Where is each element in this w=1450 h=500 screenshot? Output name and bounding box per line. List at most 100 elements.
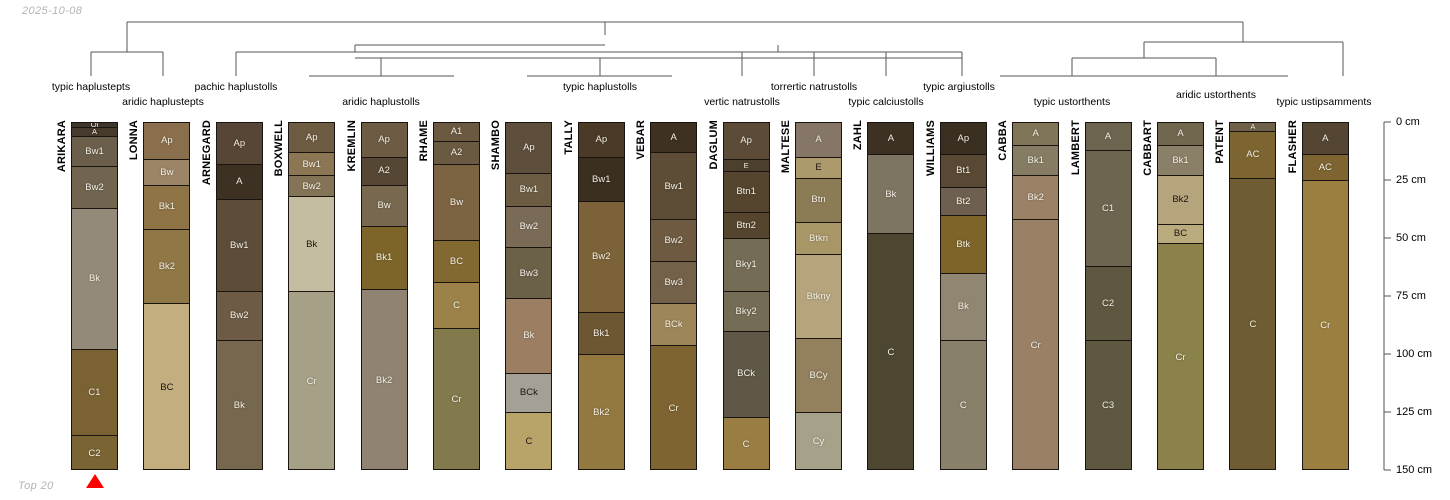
profile-column[interactable]: A Bw1 Bw2 Bw3 BCk Cr	[650, 122, 698, 470]
soil-horizon[interactable]: BCk	[723, 331, 769, 418]
profile-column[interactable]: Ap Bt1 Bt2 Btk Bk C	[939, 122, 987, 470]
soil-horizon[interactable]: Bw2	[72, 167, 117, 209]
soil-horizon[interactable]: Bw	[361, 185, 407, 228]
profile-column[interactable]: Oi A Bw1 Bw2 Bk C1 C2	[71, 122, 118, 470]
soil-horizon[interactable]: Ap	[144, 123, 190, 161]
soil-horizon[interactable]: Bt2	[940, 187, 986, 216]
soil-horizon[interactable]: Cr	[1302, 181, 1348, 469]
soil-horizon[interactable]: Cr	[1013, 220, 1059, 469]
soil-horizon[interactable]: AC	[1230, 132, 1276, 179]
soil-horizon[interactable]: Bw1	[216, 199, 262, 293]
soil-horizon[interactable]: Bk	[72, 208, 117, 351]
soil-horizon[interactable]: Bk2	[144, 229, 190, 304]
soil-horizon[interactable]: BC	[1158, 225, 1203, 244]
soil-horizon[interactable]: C	[868, 234, 914, 469]
soil-horizon[interactable]: BC	[434, 241, 479, 284]
soil-horizon[interactable]: Bk1	[578, 313, 624, 355]
soil-horizon[interactable]: Cr	[289, 292, 335, 469]
soil-horizon[interactable]: BCk	[506, 373, 552, 413]
soil-horizon[interactable]: BCk	[651, 303, 697, 346]
profile-column[interactable]: A E Btn Btkn Btkny BCy Cy	[795, 122, 842, 470]
soil-horizon[interactable]: C3	[1085, 341, 1131, 469]
soil-horizon[interactable]: C1	[72, 350, 117, 437]
profile-column[interactable]: Ap Bw Bk1 Bk2 BC	[143, 122, 191, 470]
soil-horizon[interactable]: BC	[144, 303, 190, 469]
soil-horizon[interactable]: Ap	[289, 123, 335, 154]
soil-horizon[interactable]: Bky2	[723, 292, 769, 332]
profile-column[interactable]: A Bk C	[867, 122, 915, 470]
soil-horizon[interactable]: Bk2	[361, 290, 407, 469]
soil-horizon[interactable]: Bw2	[289, 176, 335, 198]
soil-horizon[interactable]: A	[1302, 123, 1348, 156]
profile-column[interactable]: A Bk1 Bk2 BC Cr	[1157, 122, 1204, 470]
soil-horizon[interactable]: C	[506, 413, 552, 469]
soil-horizon[interactable]: Bk	[506, 299, 552, 374]
soil-horizon[interactable]: Bw2	[506, 206, 552, 249]
soil-horizon[interactable]: Bw	[434, 164, 479, 242]
soil-horizon[interactable]: Bk1	[1013, 146, 1059, 177]
profile-column[interactable]: A AC Cr	[1301, 122, 1349, 470]
soil-horizon[interactable]: Btn	[796, 178, 841, 223]
soil-horizon[interactable]: A	[868, 123, 914, 156]
profile-column[interactable]: A Bk1 Bk2 Cr	[1012, 122, 1060, 470]
soil-horizon[interactable]: Oi	[72, 123, 117, 128]
soil-horizon[interactable]: Bw1	[72, 136, 117, 168]
soil-horizon[interactable]: Bw2	[216, 292, 262, 342]
soil-horizon[interactable]: Btk	[940, 215, 986, 274]
soil-horizon[interactable]: Bw1	[289, 153, 335, 177]
soil-horizon[interactable]: Bw2	[578, 201, 624, 314]
soil-horizon[interactable]: A	[72, 127, 117, 137]
soil-horizon[interactable]: A	[796, 123, 841, 158]
soil-horizon[interactable]: Cy	[796, 413, 841, 469]
soil-horizon[interactable]: Bk	[940, 273, 986, 342]
soil-horizon[interactable]: A	[651, 123, 697, 154]
soil-horizon[interactable]: A	[1085, 123, 1131, 151]
soil-horizon[interactable]: Bw3	[651, 262, 697, 304]
soil-horizon[interactable]: A2	[361, 157, 407, 186]
soil-horizon[interactable]: Ap	[361, 123, 407, 158]
soil-horizon[interactable]: Bw	[144, 160, 190, 186]
soil-horizon[interactable]: C	[1230, 178, 1276, 469]
soil-horizon[interactable]: Cr	[651, 345, 697, 469]
soil-horizon[interactable]: Bw3	[506, 248, 552, 300]
soil-horizon[interactable]: E	[723, 160, 769, 172]
soil-horizon[interactable]: A	[1230, 123, 1276, 133]
soil-horizon[interactable]: BCy	[796, 338, 841, 413]
profile-column[interactable]: Ap A Bw1 Bw2 Bk	[215, 122, 263, 470]
soil-horizon[interactable]: Bw1	[506, 174, 552, 207]
profile-column[interactable]: A AC C	[1229, 122, 1277, 470]
profile-column[interactable]: Ap Bw1 Bw2 Bk Cr	[288, 122, 336, 470]
soil-horizon[interactable]: Bk	[868, 155, 914, 235]
soil-horizon[interactable]: A2	[434, 141, 479, 165]
soil-horizon[interactable]: Bw1	[578, 157, 624, 202]
soil-horizon[interactable]: Btn2	[723, 213, 769, 239]
soil-horizon[interactable]: Btkny	[796, 255, 841, 339]
soil-horizon[interactable]: Ap	[578, 123, 624, 158]
soil-horizon[interactable]: Bk1	[361, 227, 407, 291]
soil-horizon[interactable]: A	[216, 164, 262, 200]
soil-horizon[interactable]: Cr	[1158, 243, 1203, 469]
soil-horizon[interactable]: Cr	[434, 329, 479, 469]
profile-column[interactable]: Ap Bw1 Bw2 Bw3 Bk BCk C	[505, 122, 553, 470]
profile-column[interactable]: A C1 C2 C3	[1084, 122, 1132, 470]
soil-horizon[interactable]: Ap	[506, 123, 552, 175]
soil-horizon[interactable]: C	[723, 417, 769, 469]
profile-column[interactable]: Ap A2 Bw Bk1 Bk2	[360, 122, 408, 470]
soil-horizon[interactable]: Ap	[940, 123, 986, 156]
soil-horizon[interactable]: C	[434, 283, 479, 330]
profile-column[interactable]: A1 A2 Bw BC C Cr	[433, 122, 480, 470]
profile-column[interactable]: Ap E Btn1 Btn2 Bky1 Bky2 BCk C	[722, 122, 770, 470]
soil-horizon[interactable]: Bk	[216, 341, 262, 469]
soil-horizon[interactable]: C1	[1085, 150, 1131, 267]
soil-horizon[interactable]: A	[1013, 123, 1059, 147]
soil-horizon[interactable]: AC	[1302, 155, 1348, 181]
profile-column[interactable]: Ap Bw1 Bw2 Bk1 Bk2	[577, 122, 625, 470]
soil-horizon[interactable]: Bk2	[1013, 176, 1059, 221]
soil-horizon[interactable]: Bk	[289, 197, 335, 293]
soil-horizon[interactable]: Bk2	[578, 355, 624, 469]
soil-horizon[interactable]: A	[1158, 123, 1203, 147]
soil-horizon[interactable]: Bk1	[1158, 146, 1203, 177]
soil-horizon[interactable]: C	[940, 341, 986, 469]
soil-horizon[interactable]: E	[796, 157, 841, 179]
soil-horizon[interactable]: Bky1	[723, 239, 769, 293]
